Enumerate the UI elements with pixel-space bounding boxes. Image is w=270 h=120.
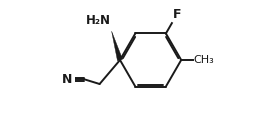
Text: H₂N: H₂N [86, 14, 111, 27]
Text: F: F [173, 8, 181, 21]
Polygon shape [112, 31, 123, 61]
Text: N: N [62, 73, 73, 86]
Text: CH₃: CH₃ [194, 55, 215, 65]
